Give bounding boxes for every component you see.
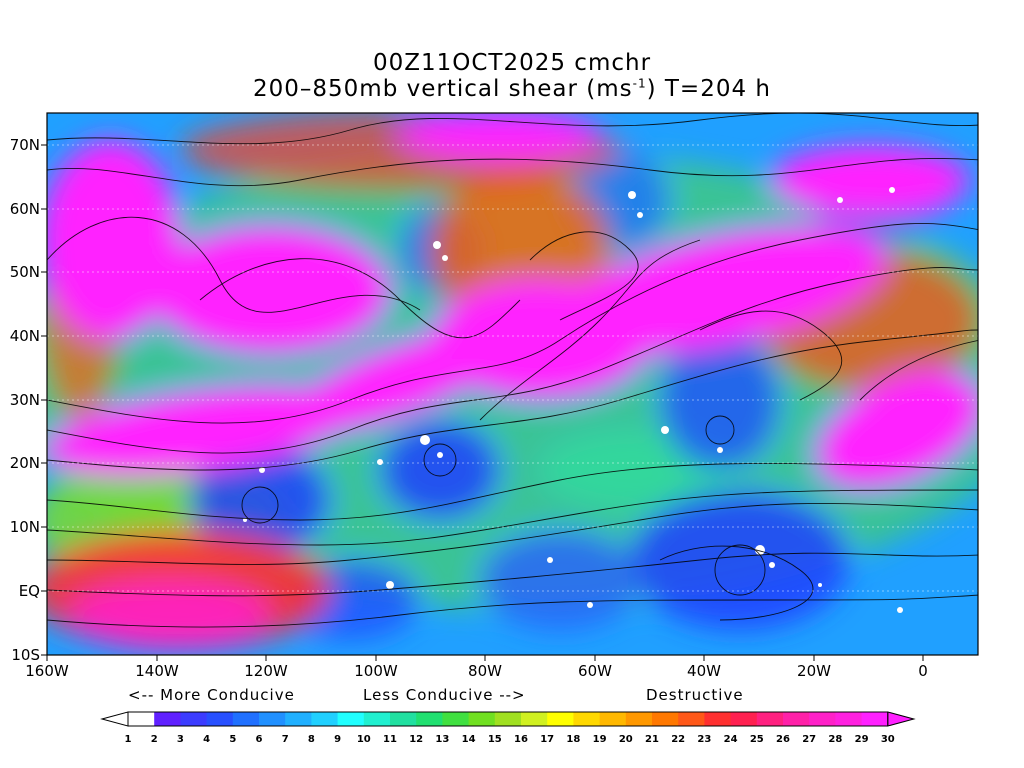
colorbar-tick-label: 15 — [487, 734, 502, 745]
colorbar-swatch — [337, 712, 365, 726]
colorbar-tick-label: 13 — [435, 734, 450, 745]
colorbar-tick-label: 3 — [176, 734, 184, 745]
colorbar-tick-label: 27 — [802, 734, 817, 745]
colorbar-swatch — [652, 712, 679, 726]
colorbar-swatch — [625, 712, 653, 726]
lon-label-100w: 100W — [354, 662, 398, 680]
title-line-1: 00Z11OCT2025 cmchr — [372, 50, 652, 76]
colorbar-border — [127, 711, 889, 727]
legend-more-conducive: <-- More Conducive — [128, 686, 295, 704]
colorbar-tick-label: 25 — [749, 734, 764, 745]
streamlines — [47, 113, 978, 628]
lat-label-30n: 30N — [9, 391, 40, 409]
colorbar-tick-label: 24 — [723, 734, 738, 745]
colorbar-tick-label: 14 — [461, 734, 476, 745]
title-unit-exponent: -1 — [632, 76, 647, 91]
lon-label-20w: 20W — [797, 662, 831, 680]
colorbar-tick-label: 11 — [383, 734, 397, 745]
colorbar-tick-label: 7 — [281, 734, 289, 745]
lat-label-40n: 40N — [9, 327, 40, 345]
lon-label-40w: 40W — [687, 662, 721, 680]
low-shear-spots — [243, 187, 903, 613]
colorbar-tick-label: 23 — [697, 734, 712, 745]
colorbar-tick-label: 21 — [645, 734, 659, 745]
graticule — [47, 144, 978, 592]
colorbar-swatch — [783, 712, 810, 726]
colorbar-tick-label: 30 — [880, 734, 895, 745]
colorbar-swatch — [494, 712, 522, 726]
lon-label-140w: 140W — [135, 662, 179, 680]
colorbar-tick-label: 9 — [334, 734, 342, 745]
colorbar-swatch — [573, 712, 601, 726]
shear-field — [47, 113, 978, 650]
lat-label-20n: 20N — [9, 454, 40, 472]
colorbar-swatch — [206, 712, 234, 726]
colorbar-swatch — [311, 712, 339, 726]
colorbar-swatch — [861, 712, 889, 726]
axis-ticks — [41, 144, 924, 661]
lon-label-80w: 80W — [468, 662, 502, 680]
colorbar-swatch — [259, 712, 286, 726]
colorbar-tick-label: 4 — [203, 734, 211, 745]
colorbar-swatch — [180, 712, 208, 726]
colorbar-swatch — [835, 712, 863, 726]
colorbar-tick-label: 20 — [618, 734, 633, 745]
colorbar-swatch — [756, 712, 784, 726]
colorbar-tick-label: 1 — [124, 734, 132, 745]
title-line-2: 200–850mb vertical shear (ms-1) T=204 h — [0, 76, 1024, 102]
colorbar-swatch — [285, 712, 312, 726]
colorbar-tick-label: 2 — [150, 734, 158, 745]
colorbar-tick-label: 10 — [356, 734, 371, 745]
lon-label-160w: 160W — [25, 662, 69, 680]
colorbar-tick-label: 16 — [514, 734, 528, 745]
colorbar-swatch — [547, 712, 574, 726]
title-line-2-suffix: ) T=204 h — [646, 76, 771, 102]
colorbar-swatch — [363, 712, 391, 726]
colorbar-swatch — [390, 712, 417, 726]
colorbar-tick-label: 28 — [828, 734, 843, 745]
colorbar-tick-label: 5 — [229, 734, 237, 745]
colorbar — [100, 711, 916, 727]
lat-label-60n: 60N — [9, 200, 40, 218]
colorbar-swatch — [521, 712, 548, 726]
colorbar-tick-label: 29 — [854, 734, 869, 745]
lon-label-0: 0 — [918, 662, 928, 680]
lat-label-10s: 10S — [11, 646, 40, 664]
colorbar-swatch — [442, 712, 470, 726]
lat-label-eq: EQ — [18, 582, 40, 600]
legend-less-conducive: Less Conducive --> — [363, 686, 526, 704]
colorbar-tick-label: 17 — [540, 734, 555, 745]
colorbar-swatch — [128, 712, 155, 726]
colorbar-swatch — [416, 712, 443, 726]
map-frame — [46, 112, 979, 656]
colorbar-swatch — [232, 712, 260, 726]
colorbar-right-arrow — [887, 711, 916, 727]
lon-label-120w: 120W — [244, 662, 288, 680]
colorbar-tick-label: 18 — [566, 734, 581, 745]
colorbar-swatch — [468, 712, 496, 726]
colorbar-tick-label: 6 — [255, 734, 263, 745]
colorbar-swatch — [704, 712, 732, 726]
lat-label-70n: 70N — [9, 136, 40, 154]
colorbar-tick-label: 8 — [307, 734, 315, 745]
lon-label-60w: 60W — [578, 662, 612, 680]
colorbar-tick-label: 19 — [592, 734, 607, 745]
colorbar-tick-label: 26 — [776, 734, 790, 745]
colorbar-swatch — [809, 712, 836, 726]
map-plot-area — [47, 113, 978, 655]
colorbar-tick-label: 22 — [671, 734, 686, 745]
lat-label-10n: 10N — [9, 518, 40, 536]
lat-label-50n: 50N — [9, 263, 40, 281]
title-line-2-prefix: 200–850mb vertical shear (ms — [253, 76, 633, 102]
colorbar-swatch — [599, 712, 627, 726]
colorbar-tick-label: 12 — [409, 734, 424, 745]
colorbar-swatch — [730, 712, 758, 726]
colorbar-left-arrow — [100, 711, 129, 727]
legend-destructive: Destructive — [646, 686, 744, 704]
colorbar-swatch — [678, 712, 705, 726]
colorbar-swatch — [154, 712, 181, 726]
